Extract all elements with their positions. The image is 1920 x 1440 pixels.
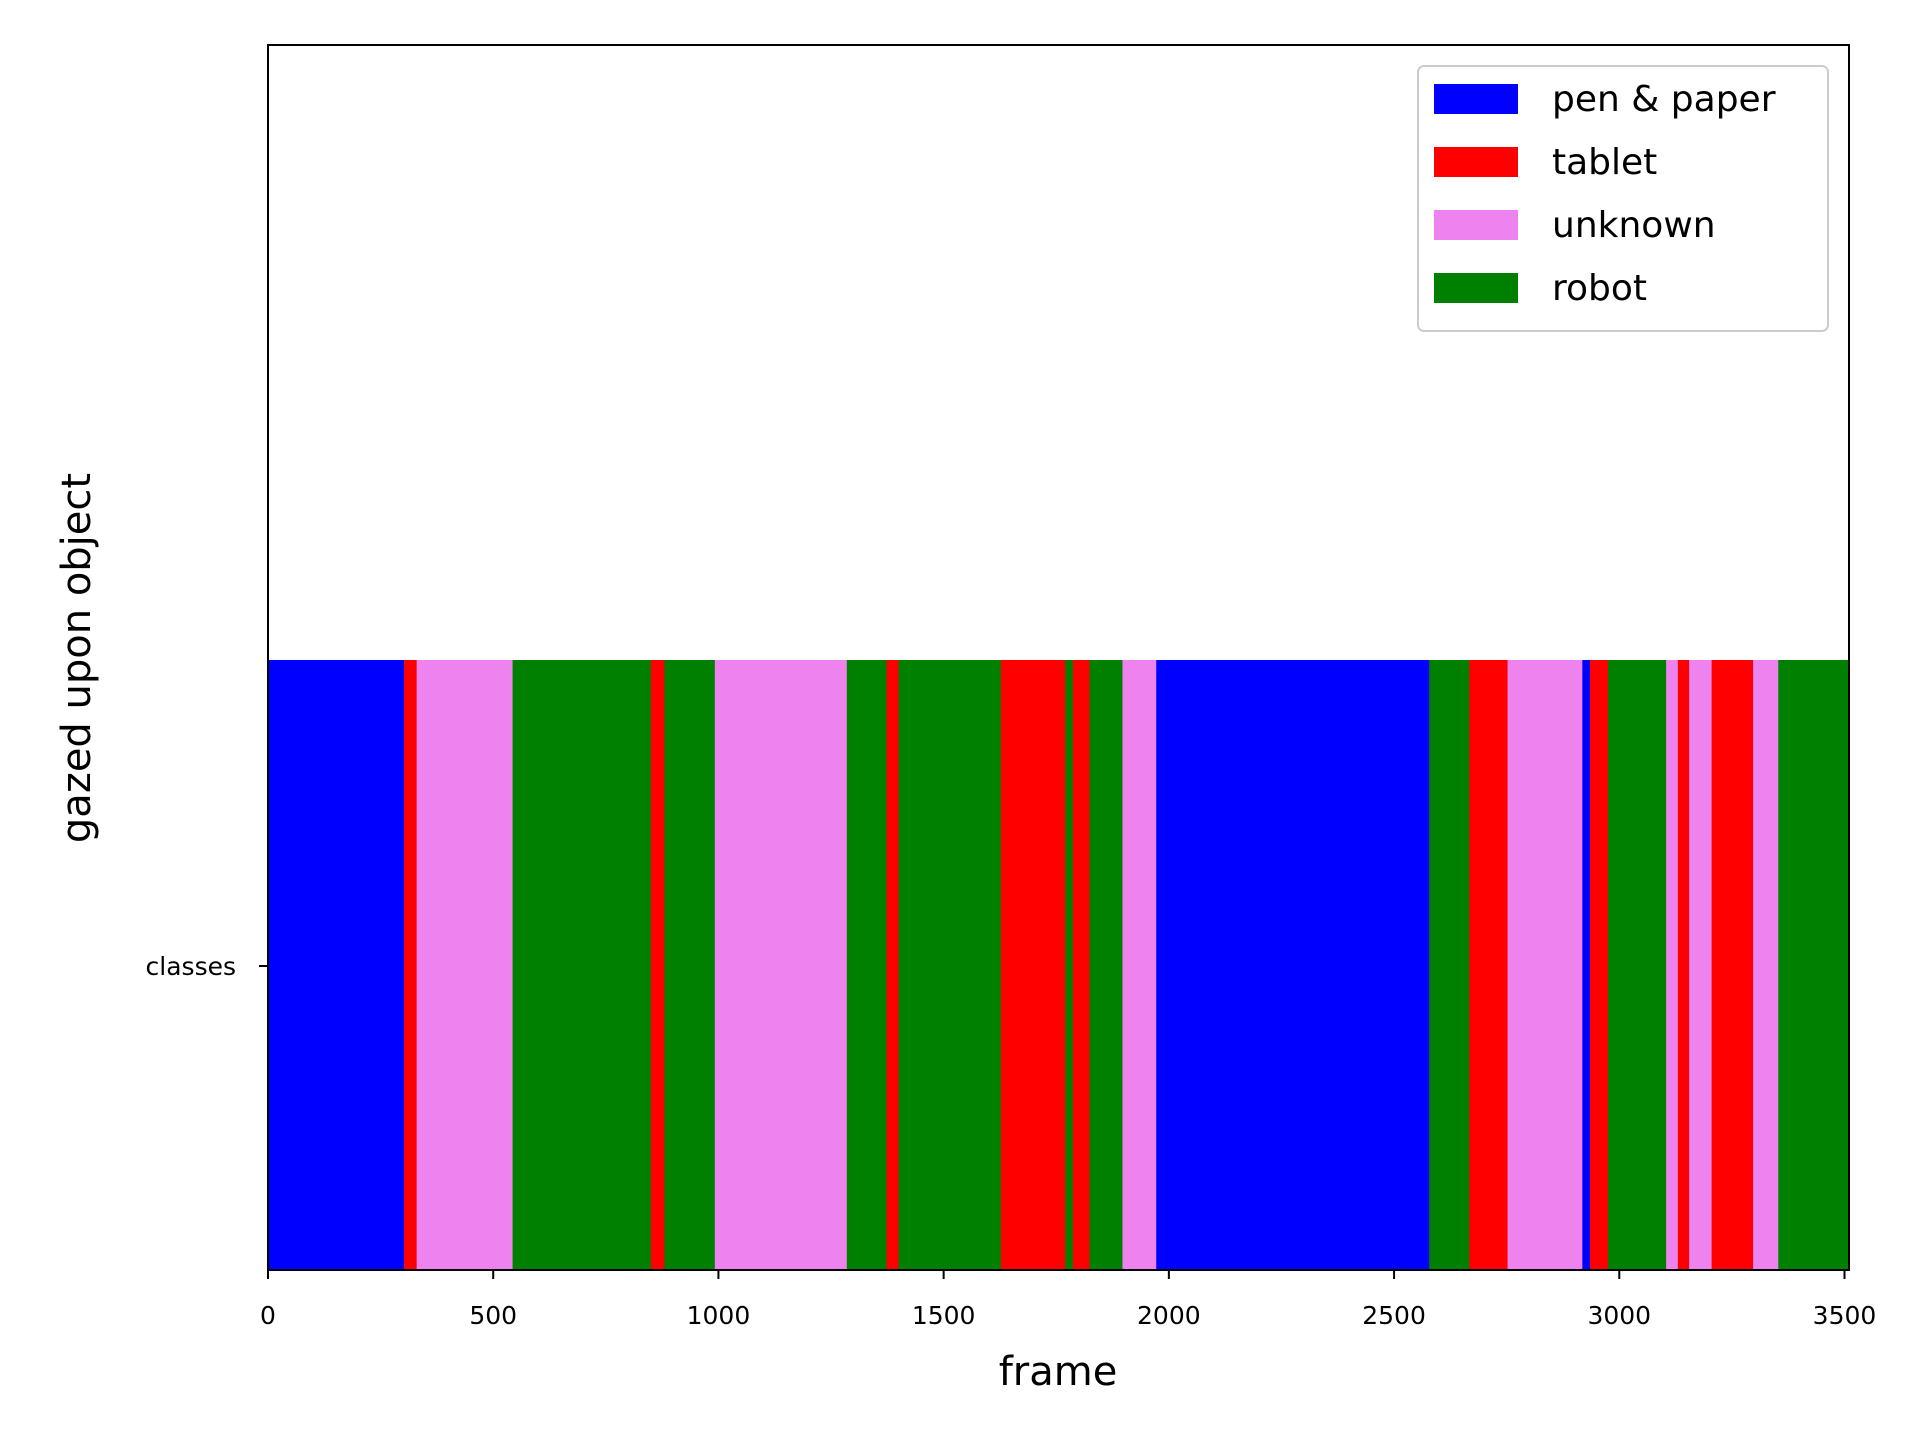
bar-segment-tablet-4 [650, 660, 665, 1270]
legend-swatch-tablet [1434, 147, 1518, 177]
legend-swatch-unknown [1434, 210, 1518, 240]
bar-segment-tablet-23 [1677, 660, 1690, 1270]
legend-swatch-pen-paper [1434, 84, 1518, 114]
bar-segment-robot-13 [1089, 660, 1123, 1270]
x-tick-label: 2000 [1137, 1301, 1201, 1330]
x-tick-label: 0 [260, 1301, 276, 1330]
bar-segment-tablet-25 [1711, 660, 1754, 1270]
x-axis-ticks: 0 500 1000 1500 2000 2500 3000 3500 [260, 1270, 1876, 1330]
bar-segment-pen-paper-15 [1156, 660, 1430, 1270]
bar-segment-tablet-12 [1072, 660, 1091, 1270]
y-tick-label: classes [146, 952, 236, 981]
x-tick-label: 1500 [912, 1301, 976, 1330]
bar-segment-robot-27 [1778, 660, 1850, 1270]
bar-segments [268, 660, 1850, 1270]
legend-box [1417, 65, 1829, 332]
x-tick-label: 3000 [1587, 1301, 1651, 1330]
bar-segment-tablet-10 [1000, 660, 1066, 1270]
legend-items: pen & paper tablet unknown robot [1434, 79, 1776, 309]
bar-segment-unknown-2 [416, 660, 514, 1270]
bar-segment-unknown-6 [714, 660, 848, 1270]
bar-segment-robot-3 [512, 660, 652, 1270]
bar-segment-tablet-8 [886, 660, 900, 1270]
legend-label: robot [1552, 268, 1647, 309]
bar-segment-unknown-22 [1666, 660, 1679, 1270]
bar-segment-unknown-26 [1753, 660, 1779, 1270]
x-tick-label: 3500 [1813, 1301, 1877, 1330]
x-tick-label: 500 [469, 1301, 517, 1330]
bar-segment-unknown-24 [1689, 660, 1713, 1270]
x-tick-label: 1000 [687, 1301, 751, 1330]
y-axis-ticks: classes [146, 952, 268, 981]
legend: pen & paper tablet unknown robot [1417, 65, 1829, 332]
legend-label: unknown [1552, 205, 1716, 246]
bar-segment-robot-11 [1065, 660, 1074, 1270]
bar-segment-pen-paper-19 [1582, 660, 1591, 1270]
x-axis-label: frame [999, 1349, 1118, 1395]
bar-segment-tablet-17 [1469, 660, 1509, 1270]
bar-segment-robot-16 [1429, 660, 1470, 1270]
bar-segment-tablet-1 [404, 660, 418, 1270]
plot-frame [267, 44, 1850, 1271]
legend-swatch-robot [1434, 273, 1518, 303]
bar-segment-pen-paper-0 [268, 660, 405, 1270]
bar-segment-robot-21 [1608, 660, 1667, 1270]
bar-segment-unknown-18 [1507, 660, 1583, 1270]
bar-segment-robot-5 [664, 660, 716, 1270]
bar-segment-unknown-14 [1122, 660, 1157, 1270]
legend-label: tablet [1552, 142, 1657, 183]
bar-segment-robot-9 [898, 660, 1002, 1270]
legend-label: pen & paper [1552, 79, 1776, 120]
bar-segment-robot-7 [846, 660, 887, 1270]
bar-segment-tablet-20 [1590, 660, 1609, 1270]
x-tick-label: 2500 [1362, 1301, 1426, 1330]
y-axis-label: gazed upon object [54, 473, 100, 843]
